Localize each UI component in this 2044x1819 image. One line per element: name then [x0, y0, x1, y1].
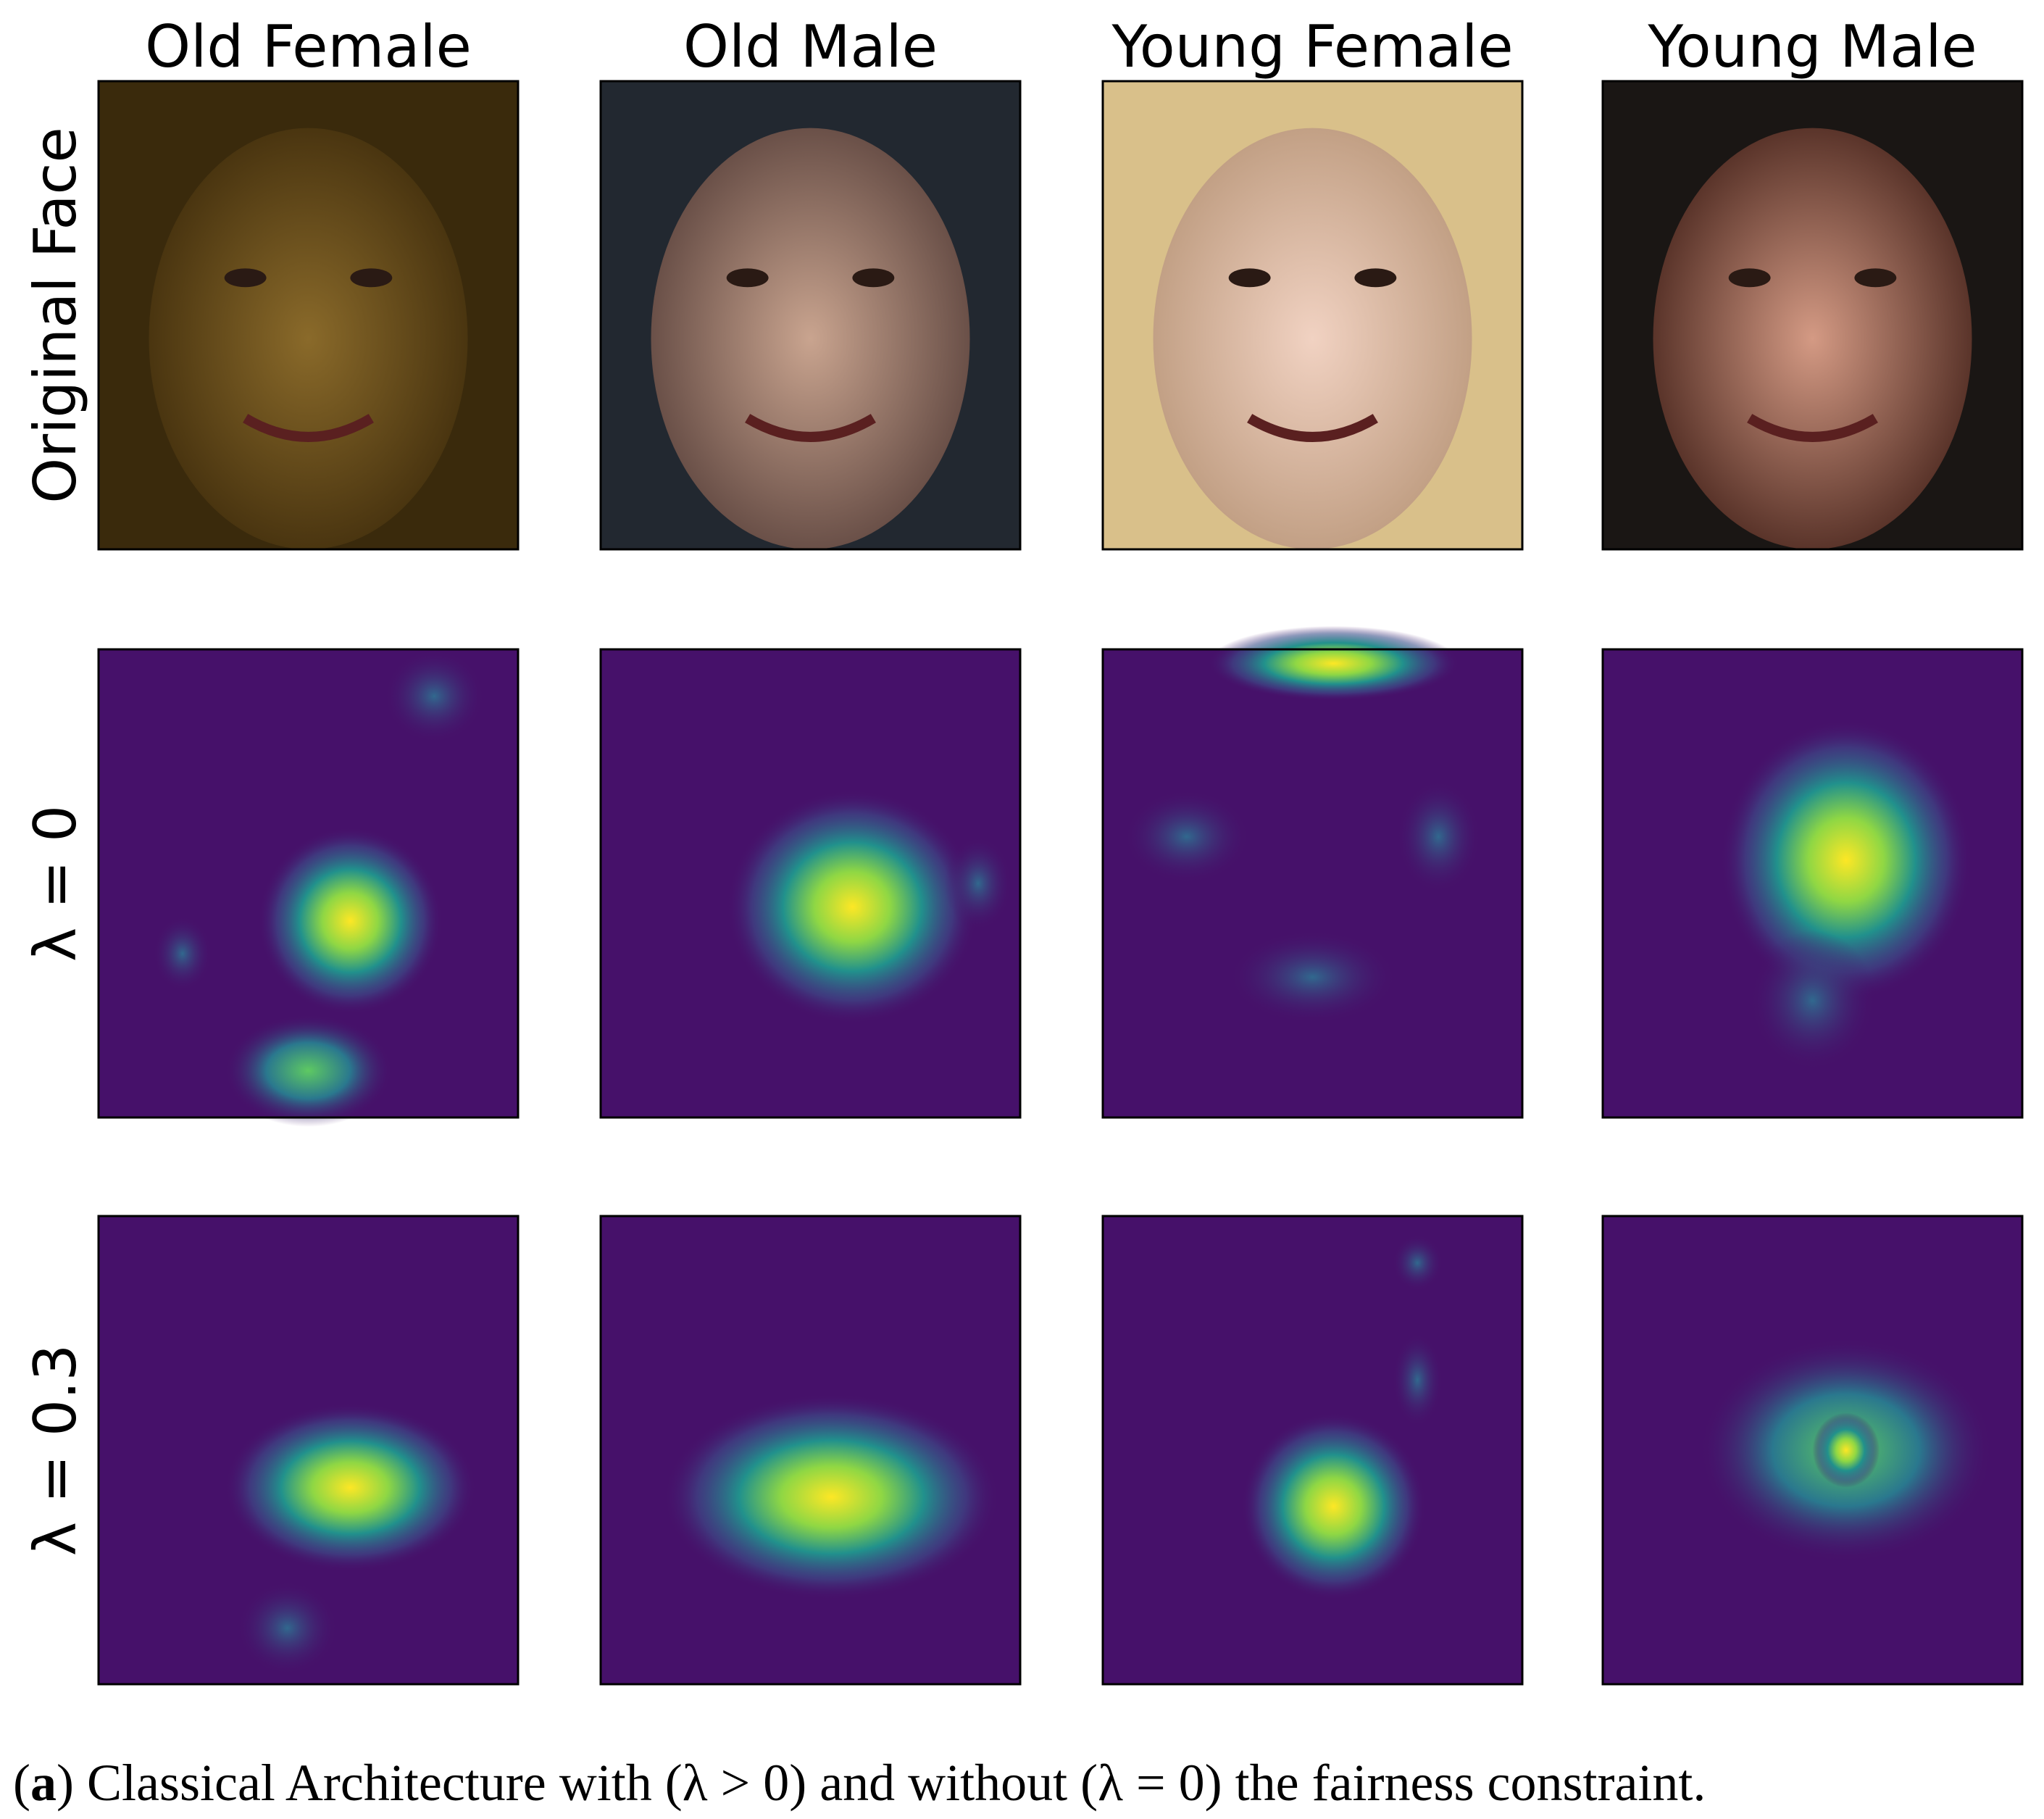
- caption-part: (: [13, 1754, 30, 1812]
- heatmap-blob: [663, 1394, 1000, 1600]
- caption-part: ) Classical Architecture with (λ > 0) an…: [57, 1754, 1706, 1812]
- heatmap-blob: [383, 649, 485, 744]
- caption-part: a: [30, 1754, 57, 1812]
- panel-border: [1101, 648, 1524, 1119]
- panel-border: [1601, 1215, 2024, 1686]
- heatmap-blob: [1396, 780, 1481, 893]
- face: [1653, 128, 1972, 549]
- face: [1153, 128, 1472, 549]
- face: [651, 128, 970, 549]
- panel-border: [1601, 80, 2024, 551]
- eye: [726, 268, 769, 288]
- heatmap-blob: [224, 1403, 477, 1572]
- eye: [1854, 268, 1897, 288]
- mouth: [745, 414, 876, 442]
- row-label: Original Face: [22, 127, 89, 503]
- panel-border: [1101, 1215, 1524, 1686]
- heatmap-blob: [1392, 1234, 1443, 1291]
- panel-border: [599, 1215, 1022, 1686]
- panel-border: [97, 1215, 520, 1686]
- heatmap-blob: [258, 827, 443, 1015]
- heatmap-blob: [944, 836, 1012, 931]
- mouth: [243, 414, 374, 442]
- column-header: Young Male: [1647, 13, 1977, 80]
- heatmap-blob: [1123, 789, 1250, 883]
- heatmap-blob: [1812, 1412, 1880, 1488]
- heatmap-blob: [1207, 625, 1460, 702]
- heatmap-blob: [1749, 930, 1876, 1071]
- heatmap-blob: [224, 1014, 393, 1127]
- face: [149, 128, 468, 549]
- panel-border: [599, 648, 1022, 1119]
- heatmap-blob: [1392, 1333, 1443, 1427]
- panel-border: [599, 80, 1022, 551]
- panel-border: [97, 80, 520, 551]
- eye: [1728, 268, 1771, 288]
- panel-border: [1601, 648, 2024, 1119]
- heatmap-blob: [1241, 1412, 1426, 1600]
- heatmap-blob: [237, 1581, 338, 1676]
- eye: [852, 268, 895, 288]
- column-header: Old Female: [145, 13, 472, 80]
- heatmap-blob: [1228, 930, 1397, 1024]
- eye: [224, 268, 267, 288]
- caption: (a) Classical Architecture with (λ > 0) …: [13, 1754, 1706, 1812]
- eye: [1228, 268, 1271, 288]
- panel-border: [1101, 80, 1524, 551]
- heatmap-blob: [1720, 719, 1972, 1001]
- heatmap-blob: [153, 916, 212, 991]
- column-header: Young Female: [1111, 13, 1513, 80]
- eye: [350, 268, 393, 288]
- panel-border: [97, 648, 520, 1119]
- eye: [1354, 268, 1397, 288]
- heatmap-blob: [726, 789, 979, 1024]
- row-label: λ = 0: [22, 805, 89, 962]
- mouth: [1747, 414, 1878, 442]
- column-header: Old Male: [683, 13, 938, 80]
- panels: [97, 80, 2024, 1686]
- row-label: λ = 0.3: [22, 1344, 89, 1556]
- mouth: [1247, 414, 1378, 442]
- labels: Old Female Old Male Young Female Young Male…: [13, 13, 1977, 1812]
